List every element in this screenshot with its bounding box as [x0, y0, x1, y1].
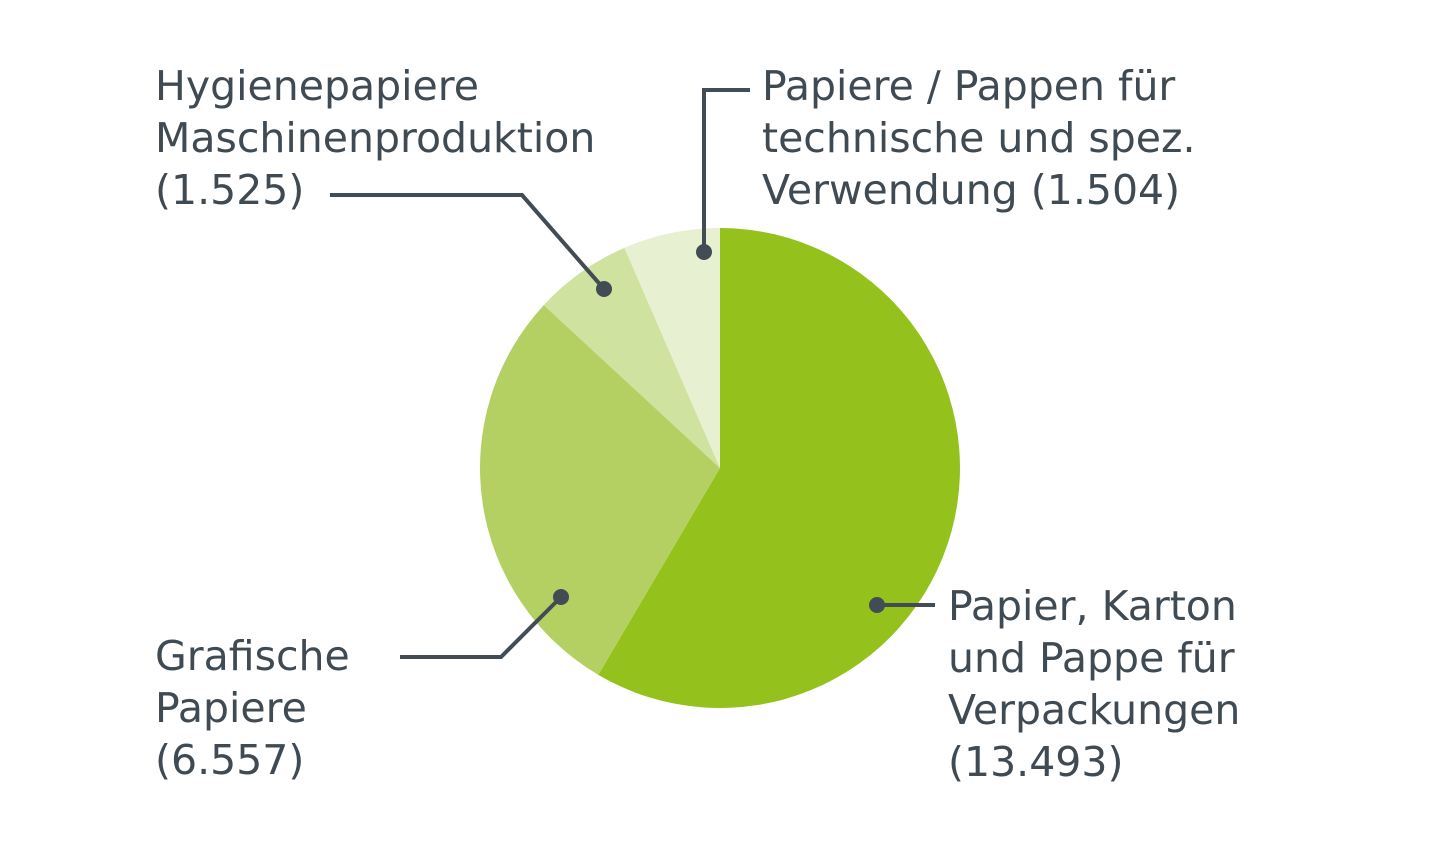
label-line: (1.525) [155, 166, 305, 214]
label-line: Maschinenproduktion [155, 114, 596, 162]
label-line: Verpackungen [948, 686, 1241, 734]
leader-line-graphic [400, 595, 563, 659]
slice-label-hygiene: Hygienepapiere Maschinenproduktion (1.52… [155, 60, 595, 216]
leader-dot-graphic [553, 589, 569, 605]
leader-lines [330, 88, 935, 659]
leader-dot-hygiene [596, 281, 612, 297]
slice-label-graphic: Grafische Papiere (6.557) [155, 630, 350, 786]
label-line: Verwendung (1.504) [762, 166, 1181, 214]
slice-label-technical: Papiere / Pappen für technische und spez… [762, 60, 1196, 216]
pie-slice-graphic [479, 305, 720, 675]
leader-dot-technical [696, 244, 712, 260]
pie-slice-technical [624, 228, 720, 468]
label-line: (6.557) [155, 736, 305, 784]
label-line: und Pappe für [948, 634, 1235, 682]
label-line: technische und spez. [762, 114, 1196, 162]
pie-slice-packaging [598, 228, 960, 708]
leader-dot-packaging [869, 597, 885, 613]
leader-line-technical [702, 88, 750, 252]
label-line: Grafische [155, 632, 350, 680]
label-line: Hygienepapiere [155, 62, 479, 110]
slice-label-packaging: Papier, Karton und Pappe für Verpackunge… [948, 580, 1240, 788]
label-line: Papiere / Pappen für [762, 62, 1176, 110]
label-line: Papiere [155, 684, 307, 732]
pie-slices [479, 228, 960, 708]
label-line: (13.493) [948, 738, 1124, 786]
pie-slice-hygiene [543, 247, 720, 468]
label-line: Papier, Karton [948, 582, 1237, 630]
leader-line-hygiene [330, 193, 606, 291]
